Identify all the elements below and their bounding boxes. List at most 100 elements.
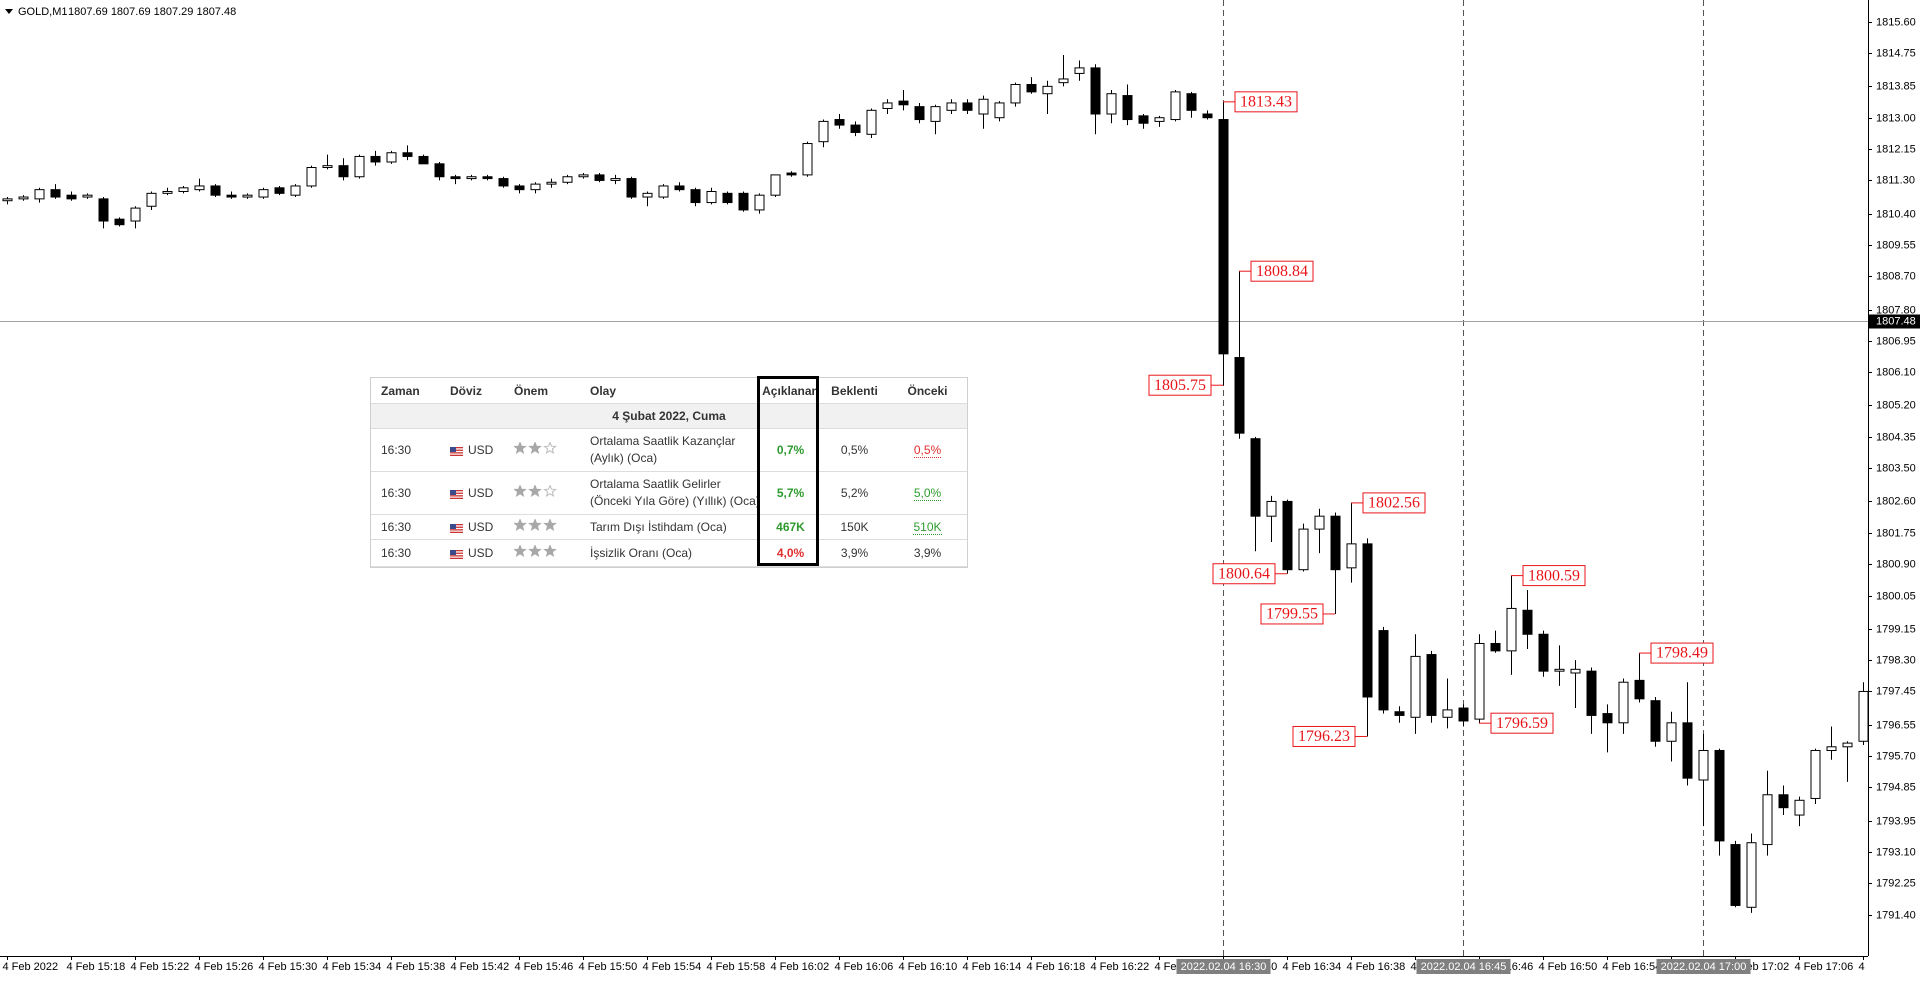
x-tick-label: 4 Feb 15:58 xyxy=(707,961,766,973)
candle-body xyxy=(1762,794,1773,846)
y-tick-label: 1806.10 xyxy=(1876,366,1916,378)
currency-code: USD xyxy=(468,485,494,500)
us-flag xyxy=(450,549,463,559)
event-row: 16:30 USD Ortalama Saatlik Gelirler (Öncek… xyxy=(371,471,967,515)
candle-body xyxy=(1026,83,1037,93)
previous: 3,9% xyxy=(913,545,942,560)
candle-body xyxy=(1266,500,1277,517)
candle-body xyxy=(1442,709,1453,718)
candle-body xyxy=(1842,742,1853,748)
candle-body xyxy=(1794,799,1805,816)
annotation-label: 1805.75 xyxy=(1154,377,1206,394)
x-tick-label: 4 Feb 15:46 xyxy=(515,961,574,973)
currency-code: USD xyxy=(468,442,494,457)
x-tick-label: 4 Feb 15:30 xyxy=(259,961,318,973)
star xyxy=(528,440,542,454)
annotation-box xyxy=(1148,374,1212,396)
candle-body xyxy=(178,187,189,192)
candle-body xyxy=(1106,93,1117,115)
header: Beklenti xyxy=(821,378,888,404)
candle-body xyxy=(1122,95,1133,121)
candle-body xyxy=(562,176,573,183)
y-tick-label: 1805.20 xyxy=(1876,399,1916,411)
header: Olay xyxy=(580,378,760,404)
candle-body xyxy=(306,167,317,187)
event: Ortalama Saatlik Gelirler (Önceki Yıla G… xyxy=(580,471,760,515)
x-tick-label: 4 Feb 16:22 xyxy=(1091,961,1150,973)
x-tick-label: 4 Feb 16:34 xyxy=(1283,961,1342,973)
candle-body xyxy=(114,218,125,226)
candle-body xyxy=(754,194,765,211)
x-tick-label: 4 Feb 16:38 xyxy=(1347,961,1406,973)
candle-body xyxy=(146,192,157,207)
candle-body xyxy=(962,102,973,111)
x-tick-label: 4 Feb 16:06 xyxy=(835,961,894,973)
annotation-label: 1800.59 xyxy=(1528,567,1580,584)
annotation-label: 1800.64 xyxy=(1218,565,1270,582)
candle-body xyxy=(1346,543,1357,569)
candle-body xyxy=(1218,119,1229,355)
candle-body xyxy=(1058,78,1069,84)
annotation-label: 1802.56 xyxy=(1368,495,1420,512)
candle-body xyxy=(1810,749,1821,799)
annotation-label: 1796.23 xyxy=(1298,728,1350,745)
candle-body xyxy=(1186,93,1197,111)
importance xyxy=(504,428,580,472)
y-tick-label: 1812.15 xyxy=(1876,143,1916,155)
candle-body xyxy=(946,102,957,111)
candle-body xyxy=(1090,67,1101,115)
candle-body xyxy=(226,194,237,198)
header: Açıklanan xyxy=(760,378,821,404)
actual: 5,7% xyxy=(760,471,821,515)
candle-body xyxy=(994,102,1005,119)
currency: USD xyxy=(440,471,504,515)
y-tick-label: 1792.25 xyxy=(1876,877,1916,889)
menu-arrow[interactable] xyxy=(5,9,13,14)
y-tick-label: 1813.00 xyxy=(1876,112,1916,124)
y-tick-label: 1800.90 xyxy=(1876,558,1916,570)
candle-body xyxy=(530,183,541,191)
candle-body xyxy=(98,198,109,222)
annotation-label: 1813.43 xyxy=(1240,94,1292,111)
header-row: Zaman Döviz Önem Olay Açıklanan Beklenti… xyxy=(371,378,967,404)
y-tick-label: 1813.85 xyxy=(1876,80,1916,92)
candle-body xyxy=(818,120,829,143)
importance-stars xyxy=(513,517,557,531)
candle-body xyxy=(1522,609,1533,635)
importance-stars xyxy=(513,440,557,454)
candle-body xyxy=(1010,83,1021,104)
candle-body xyxy=(1666,722,1677,742)
last-price-tag xyxy=(1869,314,1920,329)
event: İşsizlik Oranı (Oca) xyxy=(580,539,760,567)
y-tick-label: 1799.15 xyxy=(1876,623,1916,635)
candle-body xyxy=(1474,642,1485,720)
x-tick-label: 4 Feb 16:50 xyxy=(1539,961,1598,973)
candle-body xyxy=(1826,746,1837,751)
ohlc-info: 1807.69 1807.69 1807.29 1807.48 xyxy=(68,6,236,18)
date: 4 Şubat 2022, Cuma xyxy=(371,403,967,429)
x-tick-label: 4 Feb 15:54 xyxy=(643,961,702,973)
candle-body xyxy=(770,174,781,196)
y-tick-label: 1794.85 xyxy=(1876,781,1916,793)
candle-body xyxy=(546,181,557,185)
candle-body xyxy=(1682,722,1693,779)
forecast: 150K xyxy=(821,514,888,540)
candle-body xyxy=(370,155,381,163)
candle-body xyxy=(258,189,269,198)
actual: 467K xyxy=(760,514,821,540)
x-tick-label: 4 Feb 15:50 xyxy=(579,961,638,973)
x-tick-label: 4 Feb 15:34 xyxy=(323,961,382,973)
y-tick-label: 1806.95 xyxy=(1876,335,1916,347)
candle-body xyxy=(466,176,477,180)
candle-body xyxy=(1538,633,1549,672)
importance-stars xyxy=(513,543,557,557)
time: 16:30 xyxy=(371,471,440,515)
candle-body xyxy=(930,106,941,122)
x-tick-label: 4 Feb 15:38 xyxy=(387,961,446,973)
actual: 4,0% xyxy=(760,539,821,567)
y-tick-label: 1810.40 xyxy=(1876,208,1916,220)
previous-cell: 5,0% xyxy=(888,471,967,515)
y-tick-label: 1802.60 xyxy=(1876,495,1916,507)
currency: USD xyxy=(440,514,504,540)
